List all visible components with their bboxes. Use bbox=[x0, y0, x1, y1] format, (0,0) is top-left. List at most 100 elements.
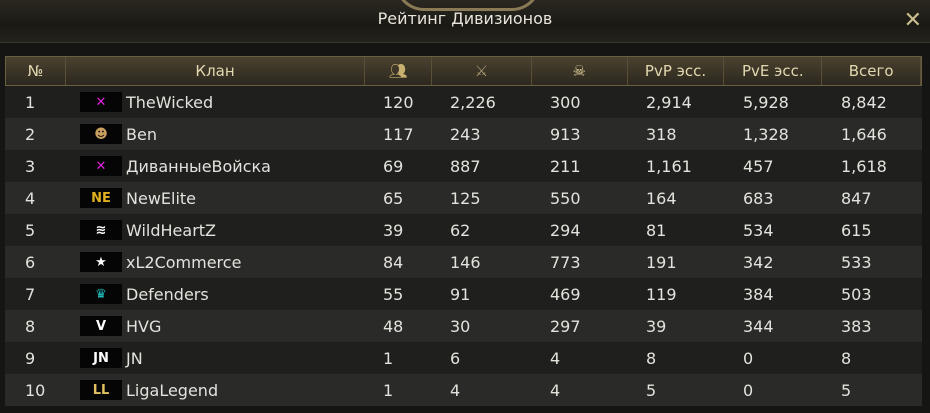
clan-crest-icon: LL bbox=[80, 380, 122, 400]
total-value: 383 bbox=[841, 316, 872, 336]
clan-crest-icon: ♛ bbox=[80, 284, 122, 304]
pvp-essence-value: 2,914 bbox=[646, 92, 692, 112]
table-row[interactable]: 1 ✕ TheWicked 120 2,226 300 2,914 5,928 8,842 bbox=[5, 86, 922, 118]
table-body: 1 ✕ TheWicked 120 2,226 300 2,914 5,928 8,842 2 … bbox=[5, 86, 922, 406]
col-rank[interactable]: № bbox=[6, 57, 66, 85]
rank: 3 bbox=[25, 156, 36, 176]
pvp-essence-value: 8 bbox=[646, 348, 657, 368]
battles-value: 887 bbox=[450, 156, 481, 176]
kills-value: 297 bbox=[550, 316, 581, 336]
rank: 6 bbox=[25, 252, 36, 272]
table-row[interactable]: 2 ☻ Ben 117 243 913 318 1,328 1,646 bbox=[5, 118, 922, 150]
kills-value: 294 bbox=[550, 220, 581, 240]
battles-value: 125 bbox=[450, 188, 481, 208]
kills-value: 4 bbox=[550, 348, 561, 368]
total-value: 8 bbox=[841, 348, 852, 368]
members-icon: 👥︎ bbox=[388, 62, 408, 80]
clan-crest-icon: ☻ bbox=[80, 124, 122, 144]
pvp-essence-value: 5 bbox=[646, 380, 657, 400]
pve-essence-value: 344 bbox=[743, 316, 774, 336]
pve-essence-value: 534 bbox=[743, 220, 774, 240]
clan-name: JN bbox=[126, 348, 143, 368]
pvp-essence-value: 191 bbox=[646, 252, 677, 272]
rank: 1 bbox=[25, 92, 36, 112]
clan-name: NewElite bbox=[126, 188, 197, 208]
col-members[interactable]: 👥︎ bbox=[365, 57, 433, 85]
col-pvp[interactable]: PvP эсс. bbox=[628, 57, 725, 85]
rank: 4 bbox=[25, 188, 36, 208]
clan-cell: ☻ Ben bbox=[65, 124, 365, 144]
kills-value: 4 bbox=[550, 380, 561, 400]
clan-cell: NE NewElite bbox=[65, 188, 365, 208]
clan-name: TheWicked bbox=[126, 92, 214, 112]
clan-name: Defenders bbox=[126, 284, 209, 304]
col-kills[interactable]: ☠ bbox=[532, 57, 628, 85]
clan-crest-icon: NE bbox=[80, 188, 122, 208]
members-value: 65 bbox=[383, 188, 404, 208]
battles-value: 243 bbox=[450, 124, 481, 144]
col-pve[interactable]: PvE эсс. bbox=[724, 57, 823, 85]
clan-name: LigaLegend bbox=[126, 380, 219, 400]
table-row[interactable]: 9 JN JN 1 6 4 8 0 8 bbox=[5, 342, 922, 374]
clan-name: HVG bbox=[126, 316, 162, 336]
table-row[interactable]: 7 ♛ Defenders 55 91 469 119 384 503 bbox=[5, 278, 922, 310]
total-value: 847 bbox=[841, 188, 872, 208]
clan-crest-icon: JN bbox=[80, 348, 122, 368]
pve-essence-value: 1,328 bbox=[743, 124, 789, 144]
clan-crest-icon: ✕ bbox=[80, 92, 122, 112]
pve-essence-value: 342 bbox=[743, 252, 774, 272]
members-value: 39 bbox=[383, 220, 404, 240]
pve-essence-value: 384 bbox=[743, 284, 774, 304]
clan-cell: ♛ Defenders bbox=[65, 284, 365, 304]
total-value: 8,842 bbox=[841, 92, 887, 112]
clan-cell: ✕ ДиванныеВойска bbox=[65, 156, 365, 176]
clan-cell: LL LigaLegend bbox=[65, 380, 365, 400]
pvp-essence-value: 164 bbox=[646, 188, 677, 208]
clan-cell: ★ xL2Commerce bbox=[65, 252, 365, 272]
rank: 2 bbox=[25, 124, 36, 144]
kills-value: 469 bbox=[550, 284, 581, 304]
window-title: Рейтинг Дивизионов bbox=[377, 9, 553, 28]
col-battles[interactable]: ⚔ bbox=[432, 57, 532, 85]
table-row[interactable]: 4 NE NewElite 65 125 550 164 683 847 bbox=[5, 182, 922, 214]
table-row[interactable]: 10 LL LigaLegend 1 4 4 5 0 5 bbox=[5, 374, 922, 406]
rank: 8 bbox=[25, 316, 36, 336]
pve-essence-value: 5,928 bbox=[743, 92, 789, 112]
clan-crest-icon: ✕ bbox=[80, 156, 122, 176]
rank: 5 bbox=[25, 220, 36, 240]
rank: 9 bbox=[25, 348, 36, 368]
clan-crest-icon: V bbox=[80, 316, 122, 336]
kills-value: 550 bbox=[550, 188, 581, 208]
clan-crest-icon: ≋ bbox=[80, 220, 122, 240]
rank: 10 bbox=[25, 380, 46, 400]
clan-cell: JN JN bbox=[65, 348, 365, 368]
members-value: 120 bbox=[383, 92, 414, 112]
battles-value: 30 bbox=[450, 316, 471, 336]
table-header: № Клан 👥︎ ⚔ ☠ PvP эсс. PvE эсс. Всего bbox=[5, 56, 922, 86]
total-value: 5 bbox=[841, 380, 852, 400]
title-bar: Рейтинг Дивизионов ✕ bbox=[0, 0, 930, 43]
col-clan[interactable]: Клан bbox=[66, 57, 366, 85]
kills-value: 913 bbox=[550, 124, 581, 144]
pvp-essence-value: 81 bbox=[646, 220, 667, 240]
rank: 7 bbox=[25, 284, 36, 304]
battles-value: 62 bbox=[450, 220, 471, 240]
col-total[interactable]: Всего bbox=[822, 57, 921, 85]
table-row[interactable]: 6 ★ xL2Commerce 84 146 773 191 342 533 bbox=[5, 246, 922, 278]
clan-cell: ≋ WildHeartZ bbox=[65, 220, 365, 240]
members-value: 1 bbox=[383, 380, 394, 400]
close-icon[interactable]: ✕ bbox=[903, 8, 922, 33]
table-row[interactable]: 8 V HVG 48 30 297 39 344 383 bbox=[5, 310, 922, 342]
members-value: 84 bbox=[383, 252, 404, 272]
pvp-essence-value: 318 bbox=[646, 124, 677, 144]
table-row[interactable]: 5 ≋ WildHeartZ 39 62 294 81 534 615 bbox=[5, 214, 922, 246]
clan-name: WildHeartZ bbox=[126, 220, 217, 240]
skull-icon: ☠ bbox=[572, 62, 586, 80]
members-value: 48 bbox=[383, 316, 404, 336]
total-value: 1,618 bbox=[841, 156, 887, 176]
division-rating-table: № Клан 👥︎ ⚔ ☠ PvP эсс. PvE эсс. Всего 1 … bbox=[5, 56, 922, 406]
clan-crest-icon: ★ bbox=[80, 252, 122, 272]
table-row[interactable]: 3 ✕ ДиванныеВойска 69 887 211 1,161 457 1,618 bbox=[5, 150, 922, 182]
kills-value: 773 bbox=[550, 252, 581, 272]
members-value: 1 bbox=[383, 348, 394, 368]
